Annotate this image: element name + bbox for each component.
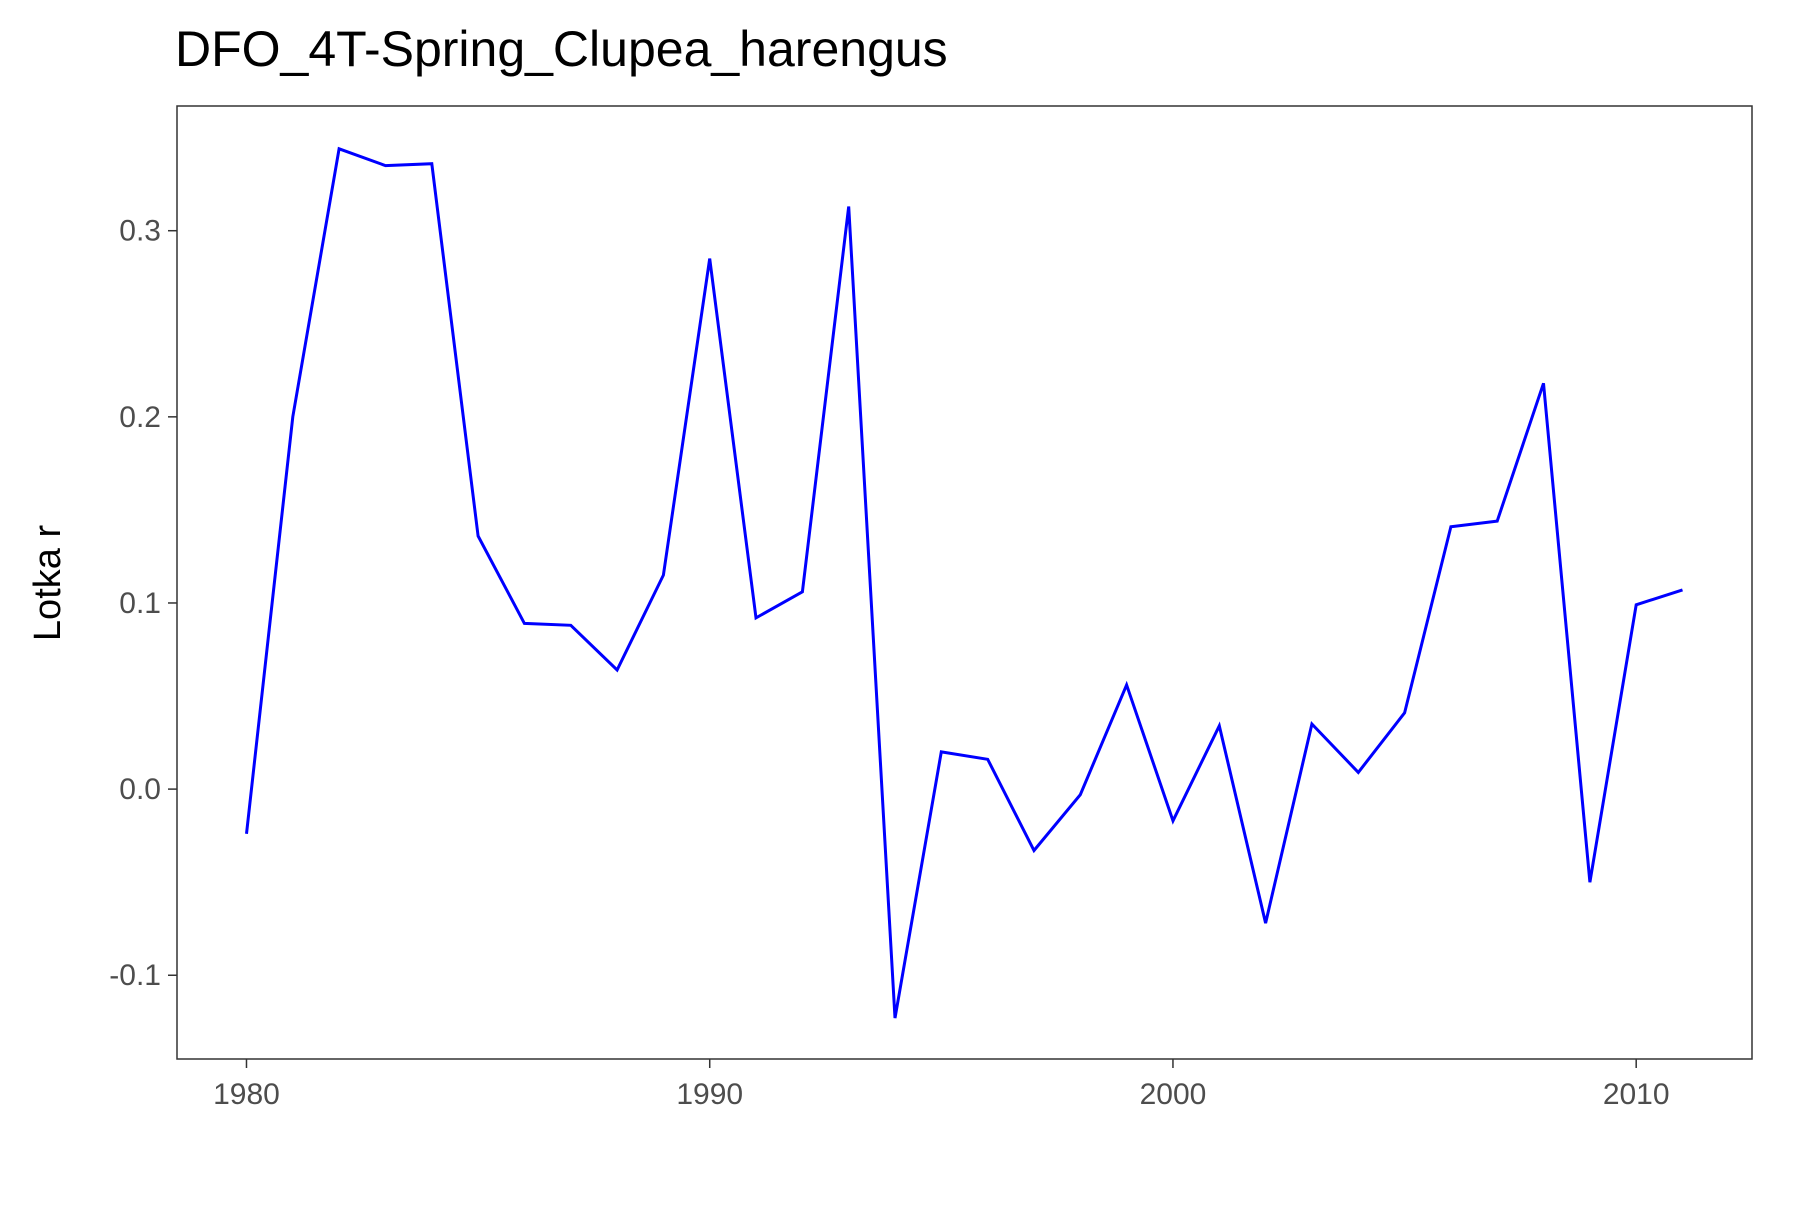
plot-panel	[176, 105, 1753, 1060]
x-axis: 1980 1990 2000 2010	[213, 1059, 1670, 1111]
y-tick-label: 0.1	[119, 587, 161, 620]
y-tick-label: -0.1	[109, 959, 161, 992]
chart-title: DFO_4T-Spring_Clupea_harengus	[175, 21, 948, 77]
y-axis: -0.1 0.0 0.1 0.2 0.3	[109, 215, 177, 992]
y-tick-label: 0.3	[119, 215, 161, 248]
x-tick-label: 1980	[213, 1078, 280, 1111]
x-tick-label: 2010	[1603, 1078, 1670, 1111]
series-layer	[245, 146, 1683, 1019]
x-tick-label: 1990	[676, 1078, 743, 1111]
y-tick-label: 0.0	[119, 773, 161, 806]
x-tick-label: 2000	[1140, 1078, 1207, 1111]
y-tick-label: 0.2	[119, 401, 161, 434]
y-axis-title: Lotka r	[27, 525, 69, 642]
series-line	[245, 146, 1683, 1019]
